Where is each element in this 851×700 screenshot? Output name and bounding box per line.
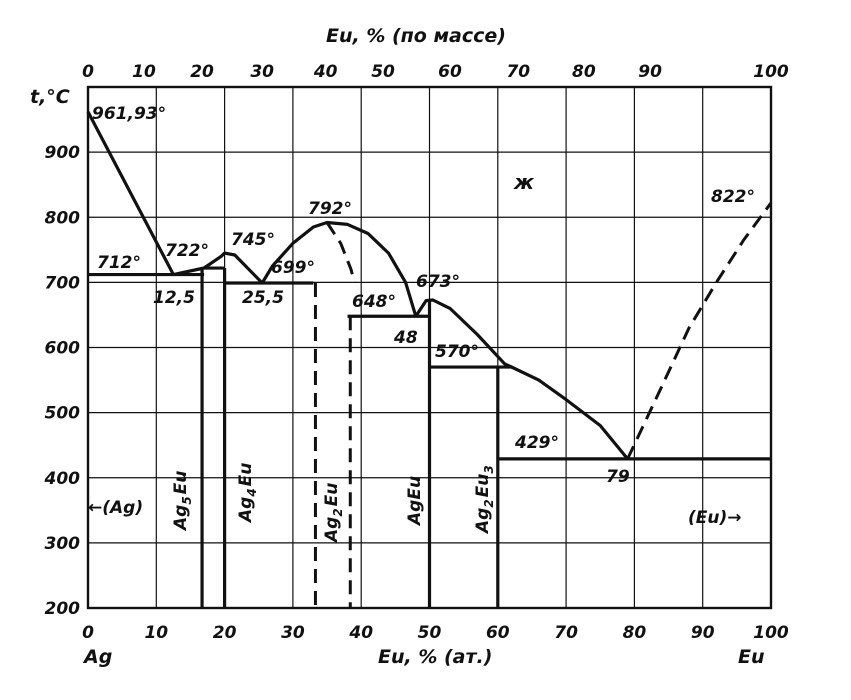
- element-eu: Eu: [738, 646, 765, 668]
- compound-ageu: AgEu: [405, 476, 425, 527]
- x-tick-label: 60: [486, 623, 510, 643]
- eu-solid-label: (Eu)→: [688, 508, 742, 528]
- y-tick-label: 800: [45, 208, 81, 228]
- label-792: 792°: [308, 199, 352, 219]
- liquidus-line: [260, 220, 418, 317]
- ag-solid-label: ←(Ag): [88, 498, 143, 518]
- top-axis-title: Eu, % (по массе): [326, 25, 506, 47]
- label-648: 648°: [352, 292, 396, 312]
- top-tick-label: 40: [313, 62, 338, 82]
- element-ag: Ag: [82, 646, 112, 668]
- bottom-axis-title: Eu, % (ат.): [378, 646, 492, 668]
- label-79: 79: [606, 467, 630, 487]
- liquid-label: ж: [513, 170, 535, 194]
- label-429: 429°: [514, 433, 559, 453]
- compound-ag5eu: Ag5Eu: [171, 471, 194, 532]
- x-tick-label: 10: [144, 623, 168, 643]
- label-961: 961,93°: [92, 104, 166, 124]
- x-tick-label: 0: [82, 623, 94, 643]
- label-570: 570°: [435, 342, 479, 362]
- top-tick-label: 50: [371, 62, 395, 82]
- x-tick-label: 30: [281, 623, 305, 643]
- liquidus-dashed-line: [626, 202, 773, 460]
- x-tick-label: 50: [418, 623, 442, 643]
- top-tick-label: 10: [132, 62, 156, 82]
- liquidus-dashed-line: [325, 221, 356, 283]
- x-tick-label: 80: [623, 623, 647, 643]
- y-axis-title: t,°C: [30, 86, 70, 108]
- top-tick-label: 0: [82, 62, 94, 82]
- label-48: 48: [393, 328, 418, 348]
- compound-ag2eu3: Ag2Eu3: [473, 465, 496, 535]
- label-25-5: 25,5: [242, 288, 284, 308]
- label-673: 673°: [416, 272, 460, 292]
- y-tick-label: 700: [45, 273, 81, 293]
- label-722: 722°: [165, 241, 209, 261]
- x-tick-label: 100: [753, 623, 789, 643]
- label-699: 699°: [271, 258, 315, 278]
- axis-ticks: 0 10 20 30 40 50 60 70 80 90 100 0 10 20 30 40 50 60 70 80 9…: [44, 62, 789, 643]
- top-tick-label: 100: [753, 62, 789, 82]
- compound-ag4eu: Ag4Eu: [236, 463, 259, 524]
- phase-boundaries: [86, 111, 773, 608]
- liquidus-line: [86, 111, 175, 276]
- label-822: 822°: [711, 187, 755, 207]
- y-tick-label: 900: [45, 143, 81, 163]
- label-745: 745°: [231, 230, 275, 250]
- top-tick-label: 90: [638, 62, 662, 82]
- y-tick-label: 600: [45, 339, 81, 359]
- y-tick-label: 200: [45, 599, 81, 619]
- y-tick-label: 400: [44, 469, 81, 489]
- label-12-5: 12,5: [153, 288, 195, 308]
- top-tick-label: 20: [190, 62, 214, 82]
- label-712: 712°: [97, 253, 141, 273]
- x-tick-label: 20: [213, 623, 237, 643]
- y-tick-label: 300: [45, 534, 81, 554]
- x-tick-label: 70: [554, 623, 578, 643]
- y-tick-label: 500: [45, 404, 81, 424]
- top-tick-label: 70: [506, 62, 530, 82]
- compound-ag2eu: Ag2Eu: [322, 483, 345, 544]
- liquidus-line: [173, 251, 264, 285]
- x-tick-label: 90: [691, 623, 715, 643]
- top-tick-label: 80: [572, 62, 596, 82]
- x-tick-label: 40: [348, 623, 373, 643]
- top-tick-label: 30: [250, 62, 274, 82]
- top-tick-label: 60: [438, 62, 462, 82]
